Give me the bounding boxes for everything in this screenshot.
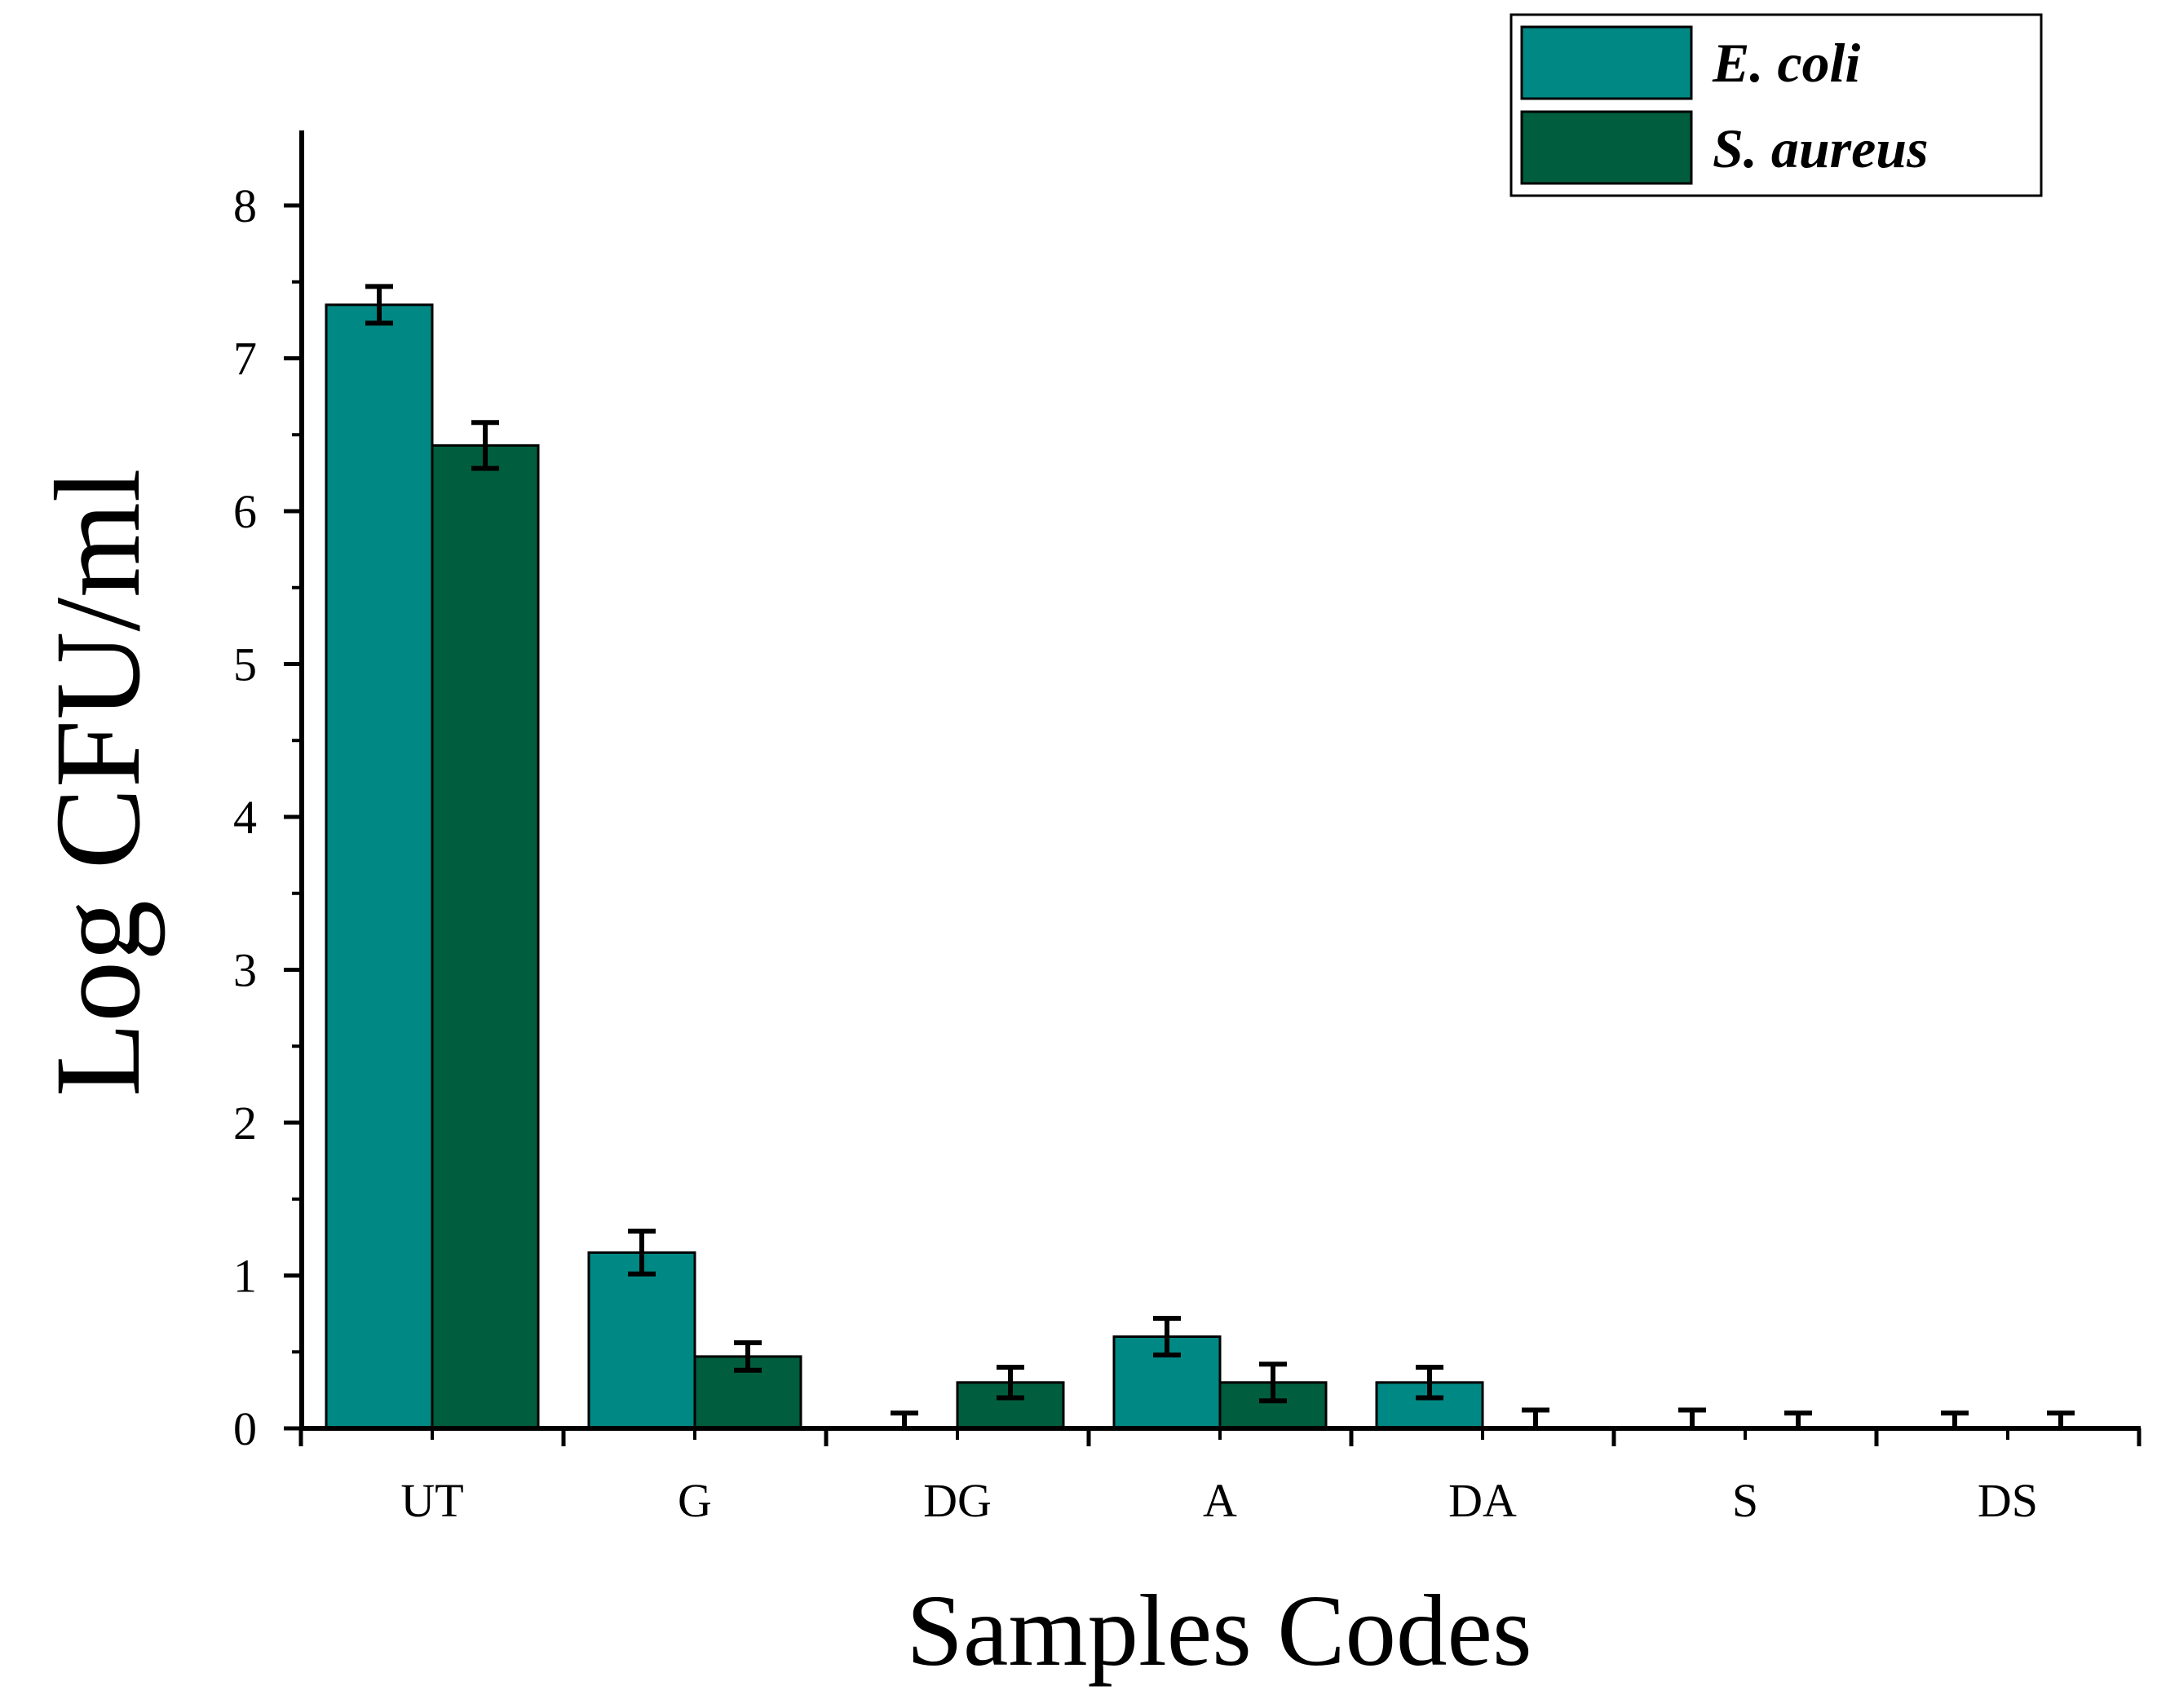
y-ticks-layer: 0 1 2 3 4 5 6 7 8: [233, 179, 302, 1455]
y-tick-label: 1: [233, 1250, 257, 1303]
error-bars-layer: [365, 284, 2075, 1428]
x-tick-label: S: [1732, 1474, 1758, 1527]
bar-ecoli-ut: [325, 303, 434, 1430]
legend: E. coli S. aureus: [1509, 13, 2043, 197]
x-tick-label: DG: [923, 1474, 992, 1527]
x-tick-label: DS: [1978, 1474, 2038, 1527]
x-tick-label: A: [1203, 1474, 1237, 1527]
legend-label-ecoli: E. coli: [1712, 32, 1860, 94]
axes-layer: [299, 130, 2141, 1431]
y-tick-label: 3: [233, 944, 257, 997]
y-tick-label: 7: [233, 333, 257, 386]
x-tick-label: G: [678, 1474, 712, 1527]
legend-swatch-saureus: [1520, 110, 1693, 185]
x-tick-label: UT: [400, 1474, 463, 1527]
bar-ecoli-g: [587, 1251, 696, 1430]
x-axis-title: Samples Codes: [906, 1575, 1532, 1688]
y-tick-label: 0: [233, 1402, 257, 1455]
bar-saureus-a: [1218, 1381, 1328, 1430]
y-tick-label: 2: [233, 1097, 257, 1150]
y-axis-title: Log CFU/ml: [30, 469, 166, 1097]
x-tick-label: DA: [1448, 1474, 1517, 1527]
legend-label-saureus: S. aureus: [1713, 117, 1929, 179]
y-tick-label: 6: [233, 485, 257, 538]
y-tick-label: 8: [233, 179, 257, 232]
bar-saureus-ut: [431, 444, 540, 1430]
y-tick-label: 4: [233, 791, 257, 844]
x-ticks-layer: UT G DG A DA S DS: [298, 1428, 2142, 1527]
y-tick-label: 5: [233, 638, 257, 691]
bars-layer: [325, 303, 1484, 1430]
legend-swatch-ecoli: [1520, 25, 1693, 100]
